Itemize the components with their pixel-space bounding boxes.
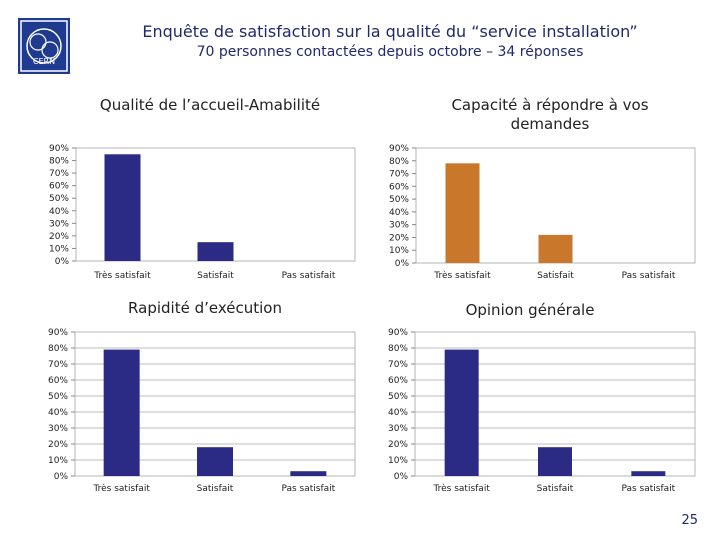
- y-tick-label: 10%: [388, 456, 408, 466]
- bar: [103, 349, 140, 476]
- y-tick-label: 10%: [49, 244, 69, 254]
- y-tick-label: 80%: [49, 157, 69, 167]
- y-tick-label: 50%: [49, 194, 69, 204]
- y-tick-label: 60%: [388, 376, 408, 386]
- y-tick-label: 40%: [389, 208, 409, 218]
- y-tick-label: 90%: [388, 328, 408, 338]
- bar: [538, 234, 573, 263]
- y-tick-label: 90%: [48, 328, 68, 338]
- y-tick-label: 60%: [48, 376, 68, 386]
- y-tick-label: 10%: [48, 456, 68, 466]
- y-tick-label: 50%: [388, 392, 408, 402]
- chart-capacite: 0% 10% 20% 30% 40% 50% 60% 70% 80% 90% Très satisf…: [389, 144, 696, 281]
- y-tick-label: 50%: [48, 392, 68, 402]
- chart-title-rapidite: Rapidité d’exécution: [128, 299, 282, 317]
- category-label: Satisfait: [197, 484, 234, 494]
- page-subtitle: 70 personnes contactées depuis octobre –…: [196, 44, 584, 60]
- chart-opinion: 0% 10% 20% 30% 40% 50% 60% 70% 80% 90% Très satisf…: [388, 328, 696, 494]
- bar: [445, 163, 480, 263]
- y-tick-label: 60%: [389, 182, 409, 192]
- chart-accueil: 0% 10% 20% 30% 40% 50% 60% 70% 80% 90% Très satisf…: [49, 144, 356, 281]
- chart-title-accueil: Qualité de l’accueil-Amabilité: [99, 96, 321, 114]
- y-tick-label: 0%: [395, 259, 410, 269]
- y-tick-label: 30%: [49, 219, 69, 229]
- y-tick-label: 20%: [388, 440, 408, 450]
- bar: [631, 471, 666, 476]
- y-tick-label: 40%: [388, 408, 408, 418]
- y-tick-label: 0%: [394, 472, 409, 482]
- chart-title-opinion: Opinion générale: [465, 301, 595, 319]
- y-tick-label: 90%: [49, 144, 69, 154]
- y-tick-label: 70%: [49, 169, 69, 179]
- y-tick-label: 80%: [389, 157, 409, 167]
- bar: [290, 471, 327, 476]
- page-number: 25: [681, 513, 698, 528]
- y-tick-label: 60%: [49, 182, 69, 192]
- page-title: Enquête de satisfaction sur la qualité d…: [142, 22, 638, 41]
- category-label: Pas satisfait: [281, 484, 335, 494]
- y-tick-label: 80%: [388, 344, 408, 354]
- y-tick-label: 80%: [48, 344, 68, 354]
- y-tick-label: 20%: [49, 232, 69, 242]
- logo-text: CERN: [33, 57, 55, 66]
- y-tick-label: 20%: [389, 233, 409, 243]
- bar: [197, 242, 234, 261]
- y-tick-label: 30%: [388, 424, 408, 434]
- y-tick-label: 70%: [48, 360, 68, 370]
- category-label: Pas satisfait: [622, 271, 676, 281]
- y-tick-label: 40%: [49, 207, 69, 217]
- y-tick-label: 30%: [48, 424, 68, 434]
- chart-title-capacite: Capacité à répondre à vos demandes: [451, 96, 649, 133]
- cern-logo: CERN: [18, 18, 70, 74]
- bar: [104, 154, 141, 261]
- y-tick-label: 30%: [389, 221, 409, 231]
- category-label: Très satisfait: [92, 483, 150, 494]
- y-tick-label: 50%: [389, 195, 409, 205]
- y-tick-label: 20%: [48, 440, 68, 450]
- category-label: Très satisfait: [432, 483, 490, 494]
- y-tick-label: 10%: [389, 246, 409, 256]
- bar: [197, 447, 233, 476]
- y-tick-label: 0%: [54, 472, 69, 482]
- category-label: Satisfait: [537, 484, 574, 494]
- category-label: Pas satisfait: [621, 484, 675, 494]
- y-tick-label: 0%: [55, 257, 70, 267]
- bar: [444, 349, 479, 476]
- category-label: Satisfait: [537, 271, 574, 281]
- y-tick-label: 70%: [389, 170, 409, 180]
- category-label: Très satisfait: [93, 270, 151, 281]
- category-label: Pas satisfait: [282, 271, 336, 281]
- category-label: Satisfait: [197, 271, 234, 281]
- y-tick-label: 90%: [389, 144, 409, 154]
- y-tick-label: 40%: [48, 408, 68, 418]
- bar: [538, 447, 572, 476]
- category-label: Très satisfait: [433, 270, 491, 281]
- y-tick-label: 70%: [388, 360, 408, 370]
- chart-rapidite: 0% 10% 20% 30% 40% 50% 60% 70% 80% 90% Très satisf…: [48, 328, 356, 494]
